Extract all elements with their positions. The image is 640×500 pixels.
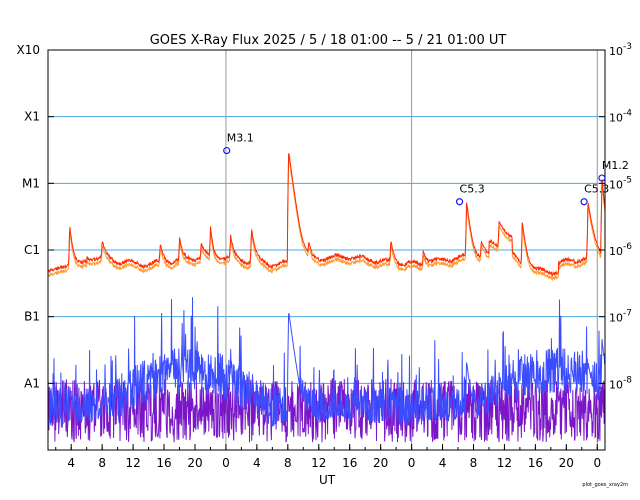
x-tick-label: 12 bbox=[497, 456, 512, 470]
flare-label: M3.1 bbox=[227, 132, 254, 145]
y-right-label-base: 10 bbox=[609, 378, 623, 391]
y-left-label: C1 bbox=[24, 243, 40, 257]
chart-title: GOES X-Ray Flux 2025 / 5 / 18 01:00 -- 5… bbox=[150, 33, 507, 48]
x-tick-label: 0 bbox=[408, 456, 416, 470]
y-right-label-exponent: -8 bbox=[623, 375, 632, 385]
y-left-label: X10 bbox=[17, 43, 41, 57]
x-tick-label: 8 bbox=[98, 456, 106, 470]
x-tick-label: 20 bbox=[373, 456, 388, 470]
x-axis-label: UT bbox=[319, 473, 336, 487]
flare-marker bbox=[598, 174, 606, 182]
y-right-label: 10-5 bbox=[609, 175, 632, 191]
y-right-label-base: 10 bbox=[609, 45, 623, 58]
y-right-label-exponent: -4 bbox=[623, 109, 632, 119]
x-tick-label: 4 bbox=[439, 456, 447, 470]
flare-marker bbox=[223, 146, 231, 155]
x-tick-label: 4 bbox=[253, 456, 261, 470]
x-tick-label: 20 bbox=[187, 456, 202, 470]
x-tick-label: 0 bbox=[593, 456, 601, 470]
x-tick-label: 8 bbox=[470, 456, 478, 470]
y-right-label-exponent: -6 bbox=[623, 242, 632, 252]
y-right-label-exponent: -7 bbox=[623, 309, 632, 319]
y-left-label: X1 bbox=[24, 110, 40, 124]
x-tick-label: 4 bbox=[67, 456, 75, 470]
x-tick-label: 20 bbox=[559, 456, 574, 470]
grid-layer bbox=[48, 50, 605, 450]
x-tick-label: 16 bbox=[528, 456, 543, 470]
y-right-label: 10-7 bbox=[609, 309, 632, 325]
series-short-primary bbox=[47, 297, 606, 428]
data-layer bbox=[47, 152, 606, 443]
y-right-label-base: 10 bbox=[609, 178, 623, 191]
flare-marker bbox=[455, 198, 464, 206]
flare-label: C5.3 bbox=[584, 183, 609, 196]
x-tick-label: 12 bbox=[311, 456, 326, 470]
y-right-label: 10-3 bbox=[609, 42, 632, 58]
y-left-label: A1 bbox=[24, 376, 40, 390]
y-right-label: 10-8 bbox=[609, 375, 632, 391]
flare-layer: M3.1 C5.3 C5.3 M1.2 bbox=[223, 132, 629, 206]
y-left-label: M1 bbox=[22, 176, 40, 190]
x-tick-label: 0 bbox=[222, 456, 230, 470]
y-left-label: B1 bbox=[24, 310, 40, 324]
x-tick-label: 12 bbox=[125, 456, 140, 470]
y-right-label: 10-6 bbox=[609, 242, 632, 258]
y-right-label-exponent: -5 bbox=[623, 175, 632, 185]
x-tick-label: 8 bbox=[284, 456, 292, 470]
y-right-label: 10-4 bbox=[609, 109, 632, 125]
x-tick-label: 16 bbox=[342, 456, 357, 470]
y-right-label-base: 10 bbox=[609, 112, 623, 125]
flare-label: M1.2 bbox=[602, 159, 629, 172]
y-right-label-base: 10 bbox=[609, 312, 623, 325]
y-right-label-base: 10 bbox=[609, 245, 623, 258]
flare-label: C5.3 bbox=[460, 183, 485, 196]
footer-credit: plot_goes_xray2m bbox=[582, 482, 628, 488]
series-long-primary bbox=[47, 152, 606, 277]
x-tick-label: 16 bbox=[156, 456, 171, 470]
y-right-label-exponent: -3 bbox=[623, 42, 632, 52]
flare-marker bbox=[580, 198, 588, 206]
